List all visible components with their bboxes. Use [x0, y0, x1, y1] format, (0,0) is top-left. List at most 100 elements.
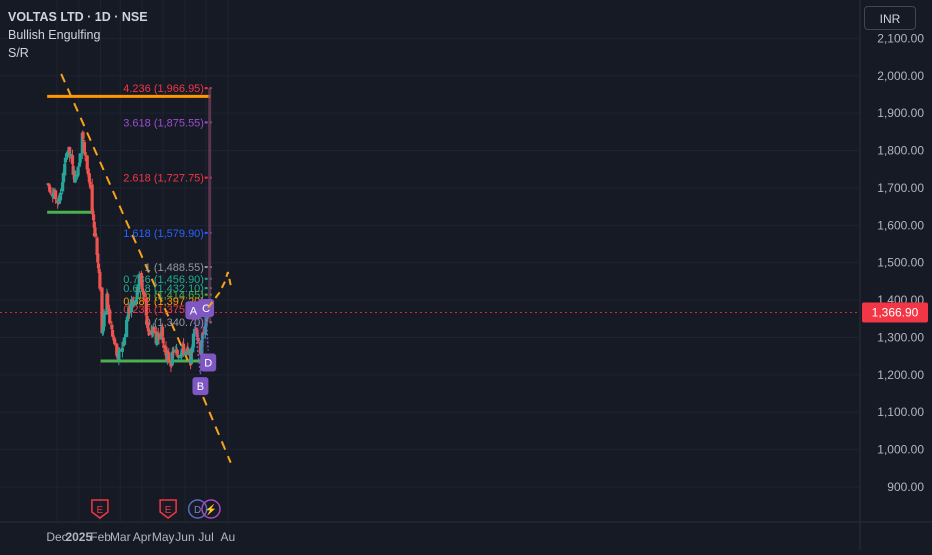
event-marker-label: D	[194, 505, 201, 516]
candle-body	[156, 333, 160, 338]
candle-body	[103, 313, 107, 315]
y-tick-label: 1,000.00	[877, 443, 924, 457]
candle-body	[134, 299, 139, 303]
trendline-down	[60, 73, 191, 365]
candle-body	[106, 304, 110, 310]
candle-body	[98, 272, 102, 289]
pattern-point-badge	[200, 353, 217, 372]
candle-body	[166, 351, 170, 354]
candle-body	[120, 347, 124, 352]
candle-body	[58, 192, 63, 200]
candle-body	[96, 263, 101, 269]
candle-body	[76, 167, 80, 176]
candle-body	[117, 351, 121, 360]
candle-body	[106, 293, 110, 306]
candle-body	[179, 354, 183, 358]
candle-body	[181, 343, 186, 354]
y-tick-label: 2,100.00	[877, 31, 924, 45]
candle-body	[136, 284, 141, 293]
candle-body	[186, 348, 190, 352]
y-tick-label: 1,500.00	[877, 256, 924, 270]
event-marker-icon	[201, 499, 221, 519]
candle-body	[101, 330, 105, 334]
candle-body	[194, 327, 198, 331]
pattern-point-badge	[185, 301, 202, 320]
pattern-indicator-label[interactable]: Bullish Engulfing	[8, 28, 101, 42]
candle-body	[132, 301, 136, 305]
fib-level-label: 0.236 (1,375.60)	[123, 304, 204, 316]
fib-level-label: 2.618 (1,727.75)	[123, 173, 204, 185]
candle-body	[73, 176, 77, 183]
candle-body	[203, 325, 207, 335]
y-tick-label: 2,000.00	[877, 69, 924, 83]
candle-body	[82, 139, 86, 141]
candle-body	[140, 282, 144, 290]
candle-body	[157, 338, 161, 340]
current-price-badge	[862, 302, 928, 323]
candle-body	[115, 343, 119, 356]
candle-body	[177, 357, 181, 359]
candle-body	[117, 350, 122, 352]
earnings-marker-icon	[91, 499, 109, 519]
sr-indicator-label[interactable]: S/R	[8, 46, 29, 60]
candle-body	[61, 172, 65, 183]
candle-body	[86, 168, 90, 174]
candle-body	[101, 326, 106, 331]
candle-body	[48, 186, 52, 193]
event-marker-label: E	[165, 505, 172, 516]
candle-body	[179, 353, 184, 357]
candle-body	[155, 335, 159, 346]
candle-body	[146, 328, 151, 332]
candle-body	[162, 344, 166, 348]
currency-button[interactable]: INR	[864, 6, 916, 30]
y-tick-label: 1,900.00	[877, 106, 924, 120]
x-tick-label: Feb	[90, 530, 111, 544]
candle-body	[176, 354, 180, 358]
x-tick-label: Dec	[46, 530, 67, 544]
candle-body	[88, 181, 92, 185]
fib-level-label: 0.382 (1,397.20)	[123, 296, 204, 308]
candle-body	[80, 132, 84, 154]
candle-body	[110, 330, 115, 337]
candle-body	[46, 183, 51, 186]
candle-body	[100, 287, 104, 333]
candle-body	[189, 348, 193, 365]
fib-level-label: 1.618 (1,579.90)	[123, 228, 204, 240]
x-tick-label: 2025	[65, 530, 92, 544]
candle-body	[77, 165, 81, 167]
candle-body	[108, 310, 112, 324]
candle-body	[68, 147, 72, 156]
candle-body	[122, 337, 127, 345]
candle-body	[97, 268, 101, 274]
candle-body	[204, 314, 208, 327]
candle-body	[160, 327, 165, 337]
candle-body	[111, 335, 115, 337]
pattern-lines	[192, 311, 209, 375]
candle-body	[196, 338, 200, 342]
candle-body	[92, 221, 96, 228]
symbol-title[interactable]: VOLTAS LTD · 1D · NSE	[8, 10, 148, 24]
candle-body	[137, 274, 141, 285]
pattern-point-label: B	[197, 381, 204, 393]
candle-body	[102, 314, 106, 327]
candle-body	[200, 333, 205, 340]
candle-body	[96, 253, 100, 263]
y-tick-label: 1,300.00	[877, 330, 924, 344]
candle-body	[167, 352, 171, 362]
y-tick-label: 900.00	[887, 480, 924, 494]
x-tick-label: Jun	[175, 530, 194, 544]
candle-body	[200, 339, 204, 356]
candle-body	[77, 162, 82, 166]
pattern-point-badge	[192, 377, 209, 396]
candle-body	[65, 152, 70, 158]
x-tick-label: Mar	[110, 530, 131, 544]
y-tick-label: 1,200.00	[877, 368, 924, 382]
event-marker-label: E	[97, 505, 104, 516]
pattern-fill	[193, 312, 207, 375]
x-tick-label: Au	[221, 530, 236, 544]
candle-body	[135, 286, 139, 299]
candle-body	[53, 190, 58, 200]
dividend-marker-icon	[187, 499, 208, 519]
